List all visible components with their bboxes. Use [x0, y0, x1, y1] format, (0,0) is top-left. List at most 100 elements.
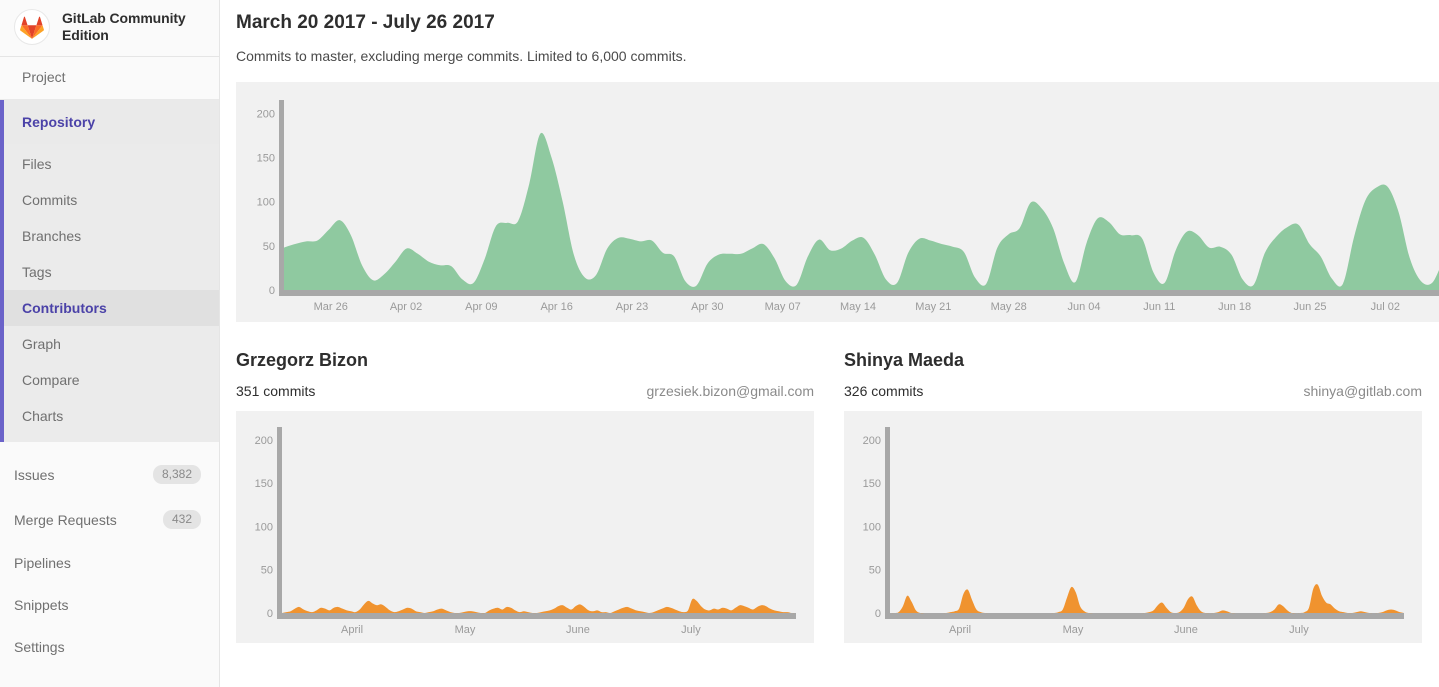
- svg-text:April: April: [949, 624, 971, 636]
- sidebar-item-label: Compare: [22, 372, 80, 388]
- contributor-name: Shinya Maeda: [844, 350, 965, 370]
- sidebar-item-project-label: Project: [22, 69, 66, 85]
- svg-text:April: April: [341, 624, 363, 636]
- sidebar-item-label: Issues: [14, 466, 55, 483]
- sidebar-item-label: Branches: [22, 228, 82, 244]
- sidebar-item-issues[interactable]: Issues 8,382: [0, 452, 219, 497]
- sidebar-item-label: Snippets: [14, 597, 69, 613]
- sidebar-group-label: Repository: [22, 114, 96, 130]
- svg-text:200: 200: [863, 435, 881, 447]
- sidebar-item-commits[interactable]: Commits: [0, 182, 219, 218]
- svg-text:May 07: May 07: [765, 301, 801, 313]
- contributors-row: Grzegorz Bizon 351 commits grzesiek.bizo…: [236, 350, 1439, 643]
- svg-text:150: 150: [255, 478, 273, 490]
- svg-text:July: July: [1289, 624, 1309, 636]
- contributor-meta: 351 commits grzesiek.bizon@gmail.com: [236, 383, 814, 399]
- svg-text:Jun 25: Jun 25: [1293, 301, 1326, 313]
- svg-text:May 21: May 21: [915, 301, 951, 313]
- sidebar-brand[interactable]: GitLab Community Edition: [0, 0, 219, 57]
- svg-text:May: May: [455, 624, 476, 636]
- sidebar-item-label: Merge Requests: [14, 511, 117, 528]
- svg-text:200: 200: [255, 435, 273, 447]
- svg-text:0: 0: [267, 608, 273, 620]
- svg-text:0: 0: [269, 285, 275, 297]
- svg-text:June: June: [566, 624, 590, 636]
- sidebar-item-charts[interactable]: Charts: [0, 398, 219, 434]
- gitlab-tanuki-icon: [14, 9, 50, 45]
- svg-text:50: 50: [869, 565, 881, 577]
- sidebar-item-label: Graph: [22, 336, 61, 352]
- sidebar-item-pipelines[interactable]: Pipelines: [0, 542, 219, 584]
- svg-text:50: 50: [261, 565, 273, 577]
- sidebar-item-branches[interactable]: Branches: [0, 218, 219, 254]
- page-subtitle: Commits to master, excluding merge commi…: [236, 48, 687, 64]
- sidebar-item-tags[interactable]: Tags: [0, 254, 219, 290]
- contributor-meta: 326 commits shinya@gitlab.com: [844, 383, 1422, 399]
- sidebar-item-label: Files: [22, 156, 52, 172]
- master-commits-svg: 0 50 100 150 200 Mar 26 Apr 02 Apr 09 Apr 16 Apr …: [257, 100, 1439, 313]
- contributor-card-1: Shinya Maeda 326 commits shinya@gitlab.c…: [844, 350, 1422, 643]
- status-badge: 432: [162, 510, 201, 529]
- contributor-name: Grzegorz Bizon: [236, 350, 369, 370]
- contributor-card-0: Grzegorz Bizon 351 commits grzesiek.bizo…: [236, 350, 814, 643]
- contributor-email: grzesiek.bizon@gmail.com: [646, 383, 815, 399]
- contributor-0-svg: 0 50 100 150 200 April May June July: [255, 427, 796, 636]
- contributor-commit-count: 351 commits: [236, 383, 316, 399]
- svg-text:Jun 04: Jun 04: [1067, 301, 1100, 313]
- contributor-email: shinya@gitlab.com: [1303, 383, 1423, 399]
- sidebar-item-snippets[interactable]: Snippets: [0, 584, 219, 626]
- svg-text:July: July: [681, 624, 701, 636]
- sidebar-bottom-nav: Issues 8,382 Merge Requests 432 Pipeline…: [0, 442, 219, 668]
- svg-text:100: 100: [255, 521, 273, 533]
- svg-text:May 14: May 14: [840, 301, 876, 313]
- page-title: March 20 2017 - July 26 2017: [236, 12, 495, 33]
- sidebar-item-contributors[interactable]: Contributors: [0, 290, 219, 326]
- svg-text:Mar 26: Mar 26: [314, 301, 348, 313]
- svg-text:Apr 16: Apr 16: [540, 301, 572, 313]
- sidebar-item-label: Charts: [22, 408, 64, 424]
- contributor-chart-0[interactable]: 0 50 100 150 200 April May June July: [236, 419, 814, 643]
- sidebar-item-project[interactable]: Project: [0, 57, 219, 100]
- svg-text:100: 100: [257, 197, 275, 209]
- sidebar-item-graph[interactable]: Graph: [0, 326, 219, 362]
- svg-text:Apr 09: Apr 09: [465, 301, 497, 313]
- master-commits-chart-card: 0 50 100 150 200 Mar 26 Apr 02 Apr 09 Apr 16 Apr …: [236, 82, 1439, 322]
- master-commits-chart[interactable]: 0 50 100 150 200 Mar 26 Apr 02 Apr 09 Apr 16 Apr …: [236, 92, 1439, 320]
- active-group-indicator: [0, 100, 4, 442]
- sidebar-group-header-repository[interactable]: Repository: [0, 100, 219, 144]
- svg-text:0: 0: [875, 608, 881, 620]
- sidebar-item-label: Tags: [22, 264, 52, 280]
- sidebar-item-files[interactable]: Files: [0, 146, 219, 182]
- sidebar-item-settings[interactable]: Settings: [0, 626, 219, 668]
- contributor-commit-count: 326 commits: [844, 383, 924, 399]
- svg-text:Jun 18: Jun 18: [1218, 301, 1251, 313]
- sidebar-subnav: Files Commits Branches Tags Contributors…: [0, 144, 219, 442]
- svg-text:May 28: May 28: [991, 301, 1027, 313]
- brand-title: GitLab Community Edition: [62, 10, 186, 43]
- contributor-chart-1[interactable]: 0 50 100 150 200 April May June July: [844, 419, 1422, 643]
- svg-text:Apr 02: Apr 02: [390, 301, 422, 313]
- contributor-chart-card: 0 50 100 150 200 April May June July: [236, 411, 814, 643]
- svg-text:May: May: [1063, 624, 1084, 636]
- sidebar-item-merge-requests[interactable]: Merge Requests 432: [0, 497, 219, 542]
- sidebar-item-label: Contributors: [22, 300, 107, 316]
- sidebar-item-compare[interactable]: Compare: [0, 362, 219, 398]
- sidebar-item-label: Settings: [14, 639, 65, 655]
- svg-text:50: 50: [263, 241, 275, 253]
- svg-text:June: June: [1174, 624, 1198, 636]
- svg-text:Apr 23: Apr 23: [616, 301, 648, 313]
- svg-text:100: 100: [863, 521, 881, 533]
- svg-text:200: 200: [257, 108, 275, 120]
- svg-text:Apr 30: Apr 30: [691, 301, 723, 313]
- sidebar-group-repository: Repository Files Commits Branches Tags C…: [0, 100, 219, 442]
- contributor-1-svg: 0 50 100 150 200 April May June July: [863, 427, 1404, 636]
- svg-text:150: 150: [257, 152, 275, 164]
- sidebar-item-label: Commits: [22, 192, 78, 208]
- svg-text:Jun 11: Jun 11: [1143, 301, 1175, 313]
- svg-text:Jul 02: Jul 02: [1371, 301, 1400, 313]
- main-content: March 20 2017 - July 26 2017 Commits to …: [220, 0, 1439, 687]
- contributor-chart-card: 0 50 100 150 200 April May June July: [844, 411, 1422, 643]
- status-badge: 8,382: [152, 465, 201, 484]
- sidebar-item-label: Pipelines: [14, 555, 71, 571]
